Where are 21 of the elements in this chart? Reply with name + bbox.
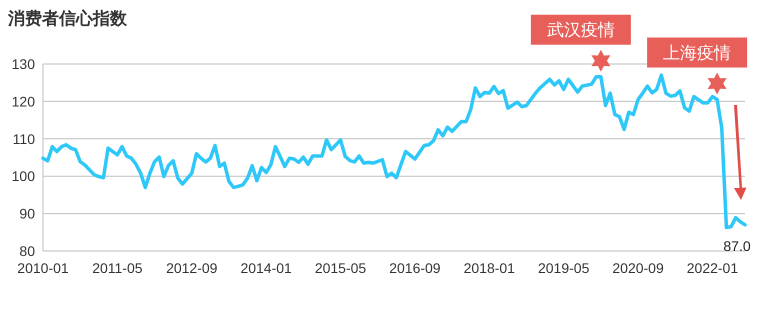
x-tick-label: 2015-05 bbox=[314, 260, 366, 276]
data-label: 87.0 bbox=[723, 238, 751, 254]
annotation: 武汉疫情 bbox=[546, 20, 615, 40]
x-tick-label: 2011-05 bbox=[92, 260, 143, 276]
line-series bbox=[41, 73, 747, 230]
y-tick-label: 90 bbox=[19, 206, 36, 222]
y-tick-label: 110 bbox=[12, 130, 36, 147]
x-tick-label: 2018-01 bbox=[464, 260, 516, 276]
x-tick-label: 2022-01 bbox=[686, 260, 738, 276]
y-tick-label: 130 bbox=[12, 56, 36, 72]
y-tick-label: 80 bbox=[19, 243, 36, 259]
annotation: 上海疫情 bbox=[663, 44, 732, 63]
x-tick-label: 2019-05 bbox=[538, 260, 590, 276]
y-tick-label: 120 bbox=[12, 93, 36, 110]
chart-title: 消费者信心指数 bbox=[7, 9, 128, 28]
x-tick-label: 2010-01 bbox=[17, 260, 69, 276]
y-tick-label: 100 bbox=[12, 168, 36, 184]
x-tick-label: 2012-09 bbox=[166, 260, 218, 276]
x-tick-label: 2020-09 bbox=[612, 260, 664, 276]
x-tick-label: 2014-01 bbox=[240, 260, 292, 276]
x-tick-label: 2016-09 bbox=[389, 260, 441, 276]
